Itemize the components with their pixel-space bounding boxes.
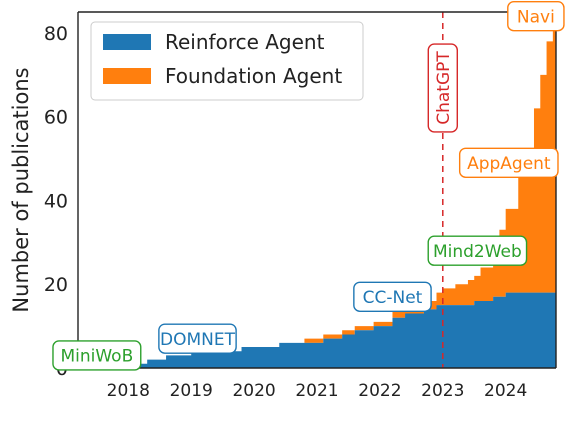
annotations: MiniWoB DOMNET CC-Net Mind2Web AppAgent Navi C… xyxy=(52,0,565,371)
annotation-miniwob-box xyxy=(52,340,142,371)
y-tick-label: 60 xyxy=(44,107,68,129)
annotation-domnet-text: DOMNET xyxy=(160,330,236,350)
annotation-miniwob: MiniWoB xyxy=(52,340,142,371)
annotation-mind2web: Mind2Web xyxy=(427,235,528,266)
annotation-navi-box xyxy=(507,0,565,32)
annotation-chatgpt: ChatGPT xyxy=(427,43,458,133)
x-tick-label: 2024 xyxy=(484,381,527,401)
annotation-mind2web-text: Mind2Web xyxy=(433,242,522,262)
axes: 0204060802018201920202021202220232024Num… xyxy=(9,11,557,401)
y-tick-label: 80 xyxy=(44,23,68,45)
annotation-navi-text: Navi xyxy=(517,7,555,27)
annotation-chatgpt-text: ChatGPT xyxy=(434,51,454,125)
annotation-appagent: AppAgent xyxy=(458,147,559,178)
x-tick-label: 2020 xyxy=(232,381,275,401)
annotation-domnet-box xyxy=(158,323,237,354)
annotation-domnet: DOMNET xyxy=(158,323,237,354)
annotation-navi: Navi xyxy=(507,0,565,32)
annotation-cc-net-text: CC-Net xyxy=(363,288,423,308)
annotation-cc-net: CC-Net xyxy=(353,281,432,312)
annotation-cc-net-box xyxy=(353,281,432,312)
x-tick-label: 2019 xyxy=(170,381,213,401)
legend-box xyxy=(90,21,364,101)
legend: Reinforce Agent Foundation Agent xyxy=(90,21,364,101)
annotation-mind2web-box xyxy=(427,235,528,266)
annotation-appagent-box xyxy=(458,147,559,178)
y-axis-label: Number of publications xyxy=(9,67,33,312)
legend-swatch-0 xyxy=(103,34,151,50)
y-tick-label: 20 xyxy=(44,274,68,296)
x-tick-label: 2022 xyxy=(358,381,401,401)
x-tick-label: 2018 xyxy=(107,381,150,401)
x-tick-label: 2021 xyxy=(295,381,338,401)
legend-label-0: Reinforce Agent xyxy=(165,30,325,54)
annotation-chatgpt-box xyxy=(427,43,458,133)
annotation-appagent-text: AppAgent xyxy=(467,154,551,174)
legend-label-1: Foundation Agent xyxy=(165,64,342,88)
y-tick-label: 40 xyxy=(44,190,68,212)
legend-swatch-1 xyxy=(103,68,151,84)
x-tick-label: 2023 xyxy=(421,381,464,401)
annotation-miniwob-text: MiniWoB xyxy=(60,347,133,367)
area-reinforce-agent xyxy=(78,292,556,368)
